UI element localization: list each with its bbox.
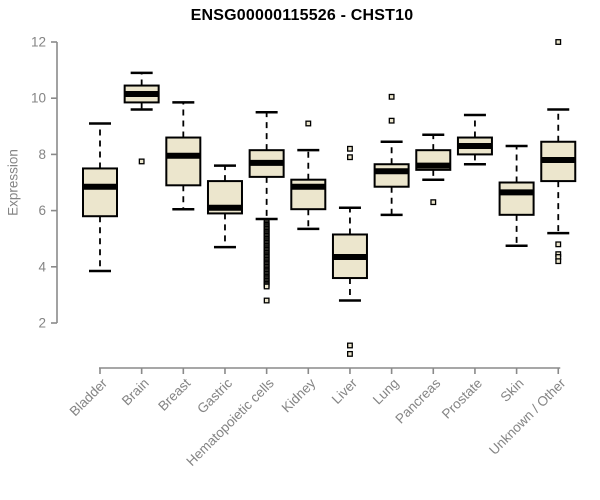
box	[373, 163, 410, 188]
outlier-point	[430, 199, 437, 206]
outlier-point	[555, 258, 562, 265]
x-tick-label: Unknown / Other	[486, 375, 569, 458]
outlier-point	[347, 342, 353, 349]
outlier-point	[138, 158, 145, 165]
x-tick-label: Lung	[370, 376, 402, 408]
x-tick-label: Prostate	[439, 376, 485, 422]
box	[82, 167, 118, 218]
x-tick-label: Liver	[329, 375, 361, 407]
y-tick-label: 2	[38, 316, 46, 331]
outlier-point	[263, 297, 270, 304]
x-tick-label: Pancreas	[392, 375, 443, 426]
outlier-point	[347, 154, 353, 161]
outlier-point	[388, 93, 395, 100]
box	[165, 136, 202, 187]
outlier-point	[305, 120, 312, 127]
outlier-point	[347, 145, 353, 152]
x-tick-label: Breast	[155, 375, 193, 413]
x-tick-label: Skin	[498, 376, 527, 405]
outlier-point	[347, 350, 353, 357]
outlier-point	[555, 39, 562, 45]
x-tick-label: Bladder	[67, 375, 111, 419]
outlier-point	[555, 241, 562, 248]
x-tick-label: Brain	[119, 376, 152, 409]
box	[498, 181, 535, 216]
outlier-point	[388, 117, 395, 124]
y-tick-label: 12	[31, 35, 46, 50]
y-tick-label: 8	[38, 147, 46, 162]
y-tick-label: 4	[38, 259, 46, 274]
outlier-point	[263, 283, 270, 290]
y-tick-label: 10	[31, 91, 46, 106]
chart-title: ENSG00000115526 - CHST10	[190, 7, 414, 24]
y-tick-label: 6	[38, 203, 46, 218]
x-tick-label: Gastric	[194, 375, 235, 416]
x-tick-label: Kidney	[279, 375, 319, 415]
